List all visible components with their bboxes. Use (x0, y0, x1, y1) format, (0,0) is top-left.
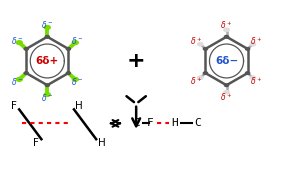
Circle shape (66, 72, 71, 74)
Circle shape (45, 84, 49, 87)
Circle shape (198, 43, 203, 46)
Text: $\delta^+$: $\delta^+$ (220, 19, 233, 30)
Circle shape (203, 48, 208, 50)
Text: $\delta^+$: $\delta^+$ (220, 91, 233, 103)
Text: $\delta^+$: $\delta^+$ (190, 75, 203, 87)
Circle shape (198, 76, 203, 79)
Text: +: + (127, 51, 146, 71)
Text: $\delta^-$: $\delta^-$ (71, 35, 83, 46)
Text: 6δ−: 6δ− (215, 56, 238, 66)
Circle shape (225, 36, 229, 38)
Text: $\delta^+$: $\delta^+$ (250, 35, 263, 46)
Circle shape (24, 72, 28, 74)
Circle shape (24, 48, 28, 50)
Text: $\delta^-$: $\delta^-$ (71, 76, 83, 87)
Circle shape (203, 72, 208, 74)
Text: $\delta^-$: $\delta^-$ (11, 76, 23, 87)
Circle shape (245, 72, 250, 74)
Text: $\delta^-$: $\delta^-$ (11, 35, 23, 46)
Circle shape (250, 43, 255, 46)
Text: F: F (147, 118, 154, 128)
Circle shape (16, 77, 22, 81)
Circle shape (45, 36, 49, 38)
Circle shape (44, 93, 50, 96)
Circle shape (44, 26, 50, 29)
Text: $\delta^-$: $\delta^-$ (41, 92, 54, 103)
Text: H: H (98, 138, 105, 148)
Text: F: F (33, 138, 39, 148)
Circle shape (245, 48, 250, 50)
Circle shape (72, 77, 78, 81)
Text: H: H (75, 101, 83, 111)
Text: 6δ+: 6δ+ (36, 56, 59, 66)
Text: H: H (171, 118, 178, 128)
Circle shape (225, 84, 229, 87)
Text: $\delta^-$: $\delta^-$ (41, 19, 54, 30)
Circle shape (224, 28, 229, 31)
Text: C: C (194, 118, 201, 128)
Circle shape (66, 48, 71, 50)
Text: C: C (133, 118, 140, 128)
Text: F: F (11, 101, 17, 111)
Circle shape (16, 41, 22, 44)
Circle shape (250, 76, 255, 79)
Circle shape (224, 91, 229, 94)
Text: $\delta^+$: $\delta^+$ (250, 75, 263, 87)
Circle shape (72, 41, 78, 44)
Text: $\delta^+$: $\delta^+$ (190, 35, 203, 46)
